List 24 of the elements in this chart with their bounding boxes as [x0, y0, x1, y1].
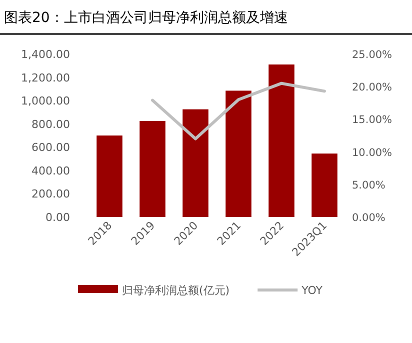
y-tick-label: 800.00 [32, 118, 70, 131]
y-tick-label: 200.00 [32, 188, 70, 201]
y2-tick-label: 10.00% [352, 146, 392, 159]
legend-label: 归母净利润总额(亿元) [122, 284, 230, 297]
y2-tick-label: 20.00% [352, 82, 392, 94]
line-series [151, 82, 326, 140]
y2-tick-label: 5.00% [352, 179, 386, 192]
bar [312, 154, 338, 217]
chart-title: 图表20：上市白酒公司归母净利润总额及增速 [4, 10, 288, 26]
y-tick-label: 1,400.00 [21, 48, 70, 61]
y2-tick-label: 15.00% [352, 114, 392, 126]
bar [182, 109, 208, 217]
legend-label: YOY [300, 284, 323, 297]
y-tick-label: 0.00 [46, 211, 70, 224]
y-tick-label: 400.00 [32, 164, 70, 178]
y-tick-label: 1,200.00 [21, 71, 70, 84]
bar [226, 90, 252, 217]
y2-tick-label: 0.00% [352, 212, 386, 224]
y2-tick-label: 25.00% [352, 49, 392, 61]
y-tick-label: 600.00 [32, 141, 70, 154]
bar [140, 120, 166, 217]
bar [268, 64, 294, 217]
bar [96, 136, 122, 217]
y-tick-label: 1,000.00 [21, 94, 70, 108]
